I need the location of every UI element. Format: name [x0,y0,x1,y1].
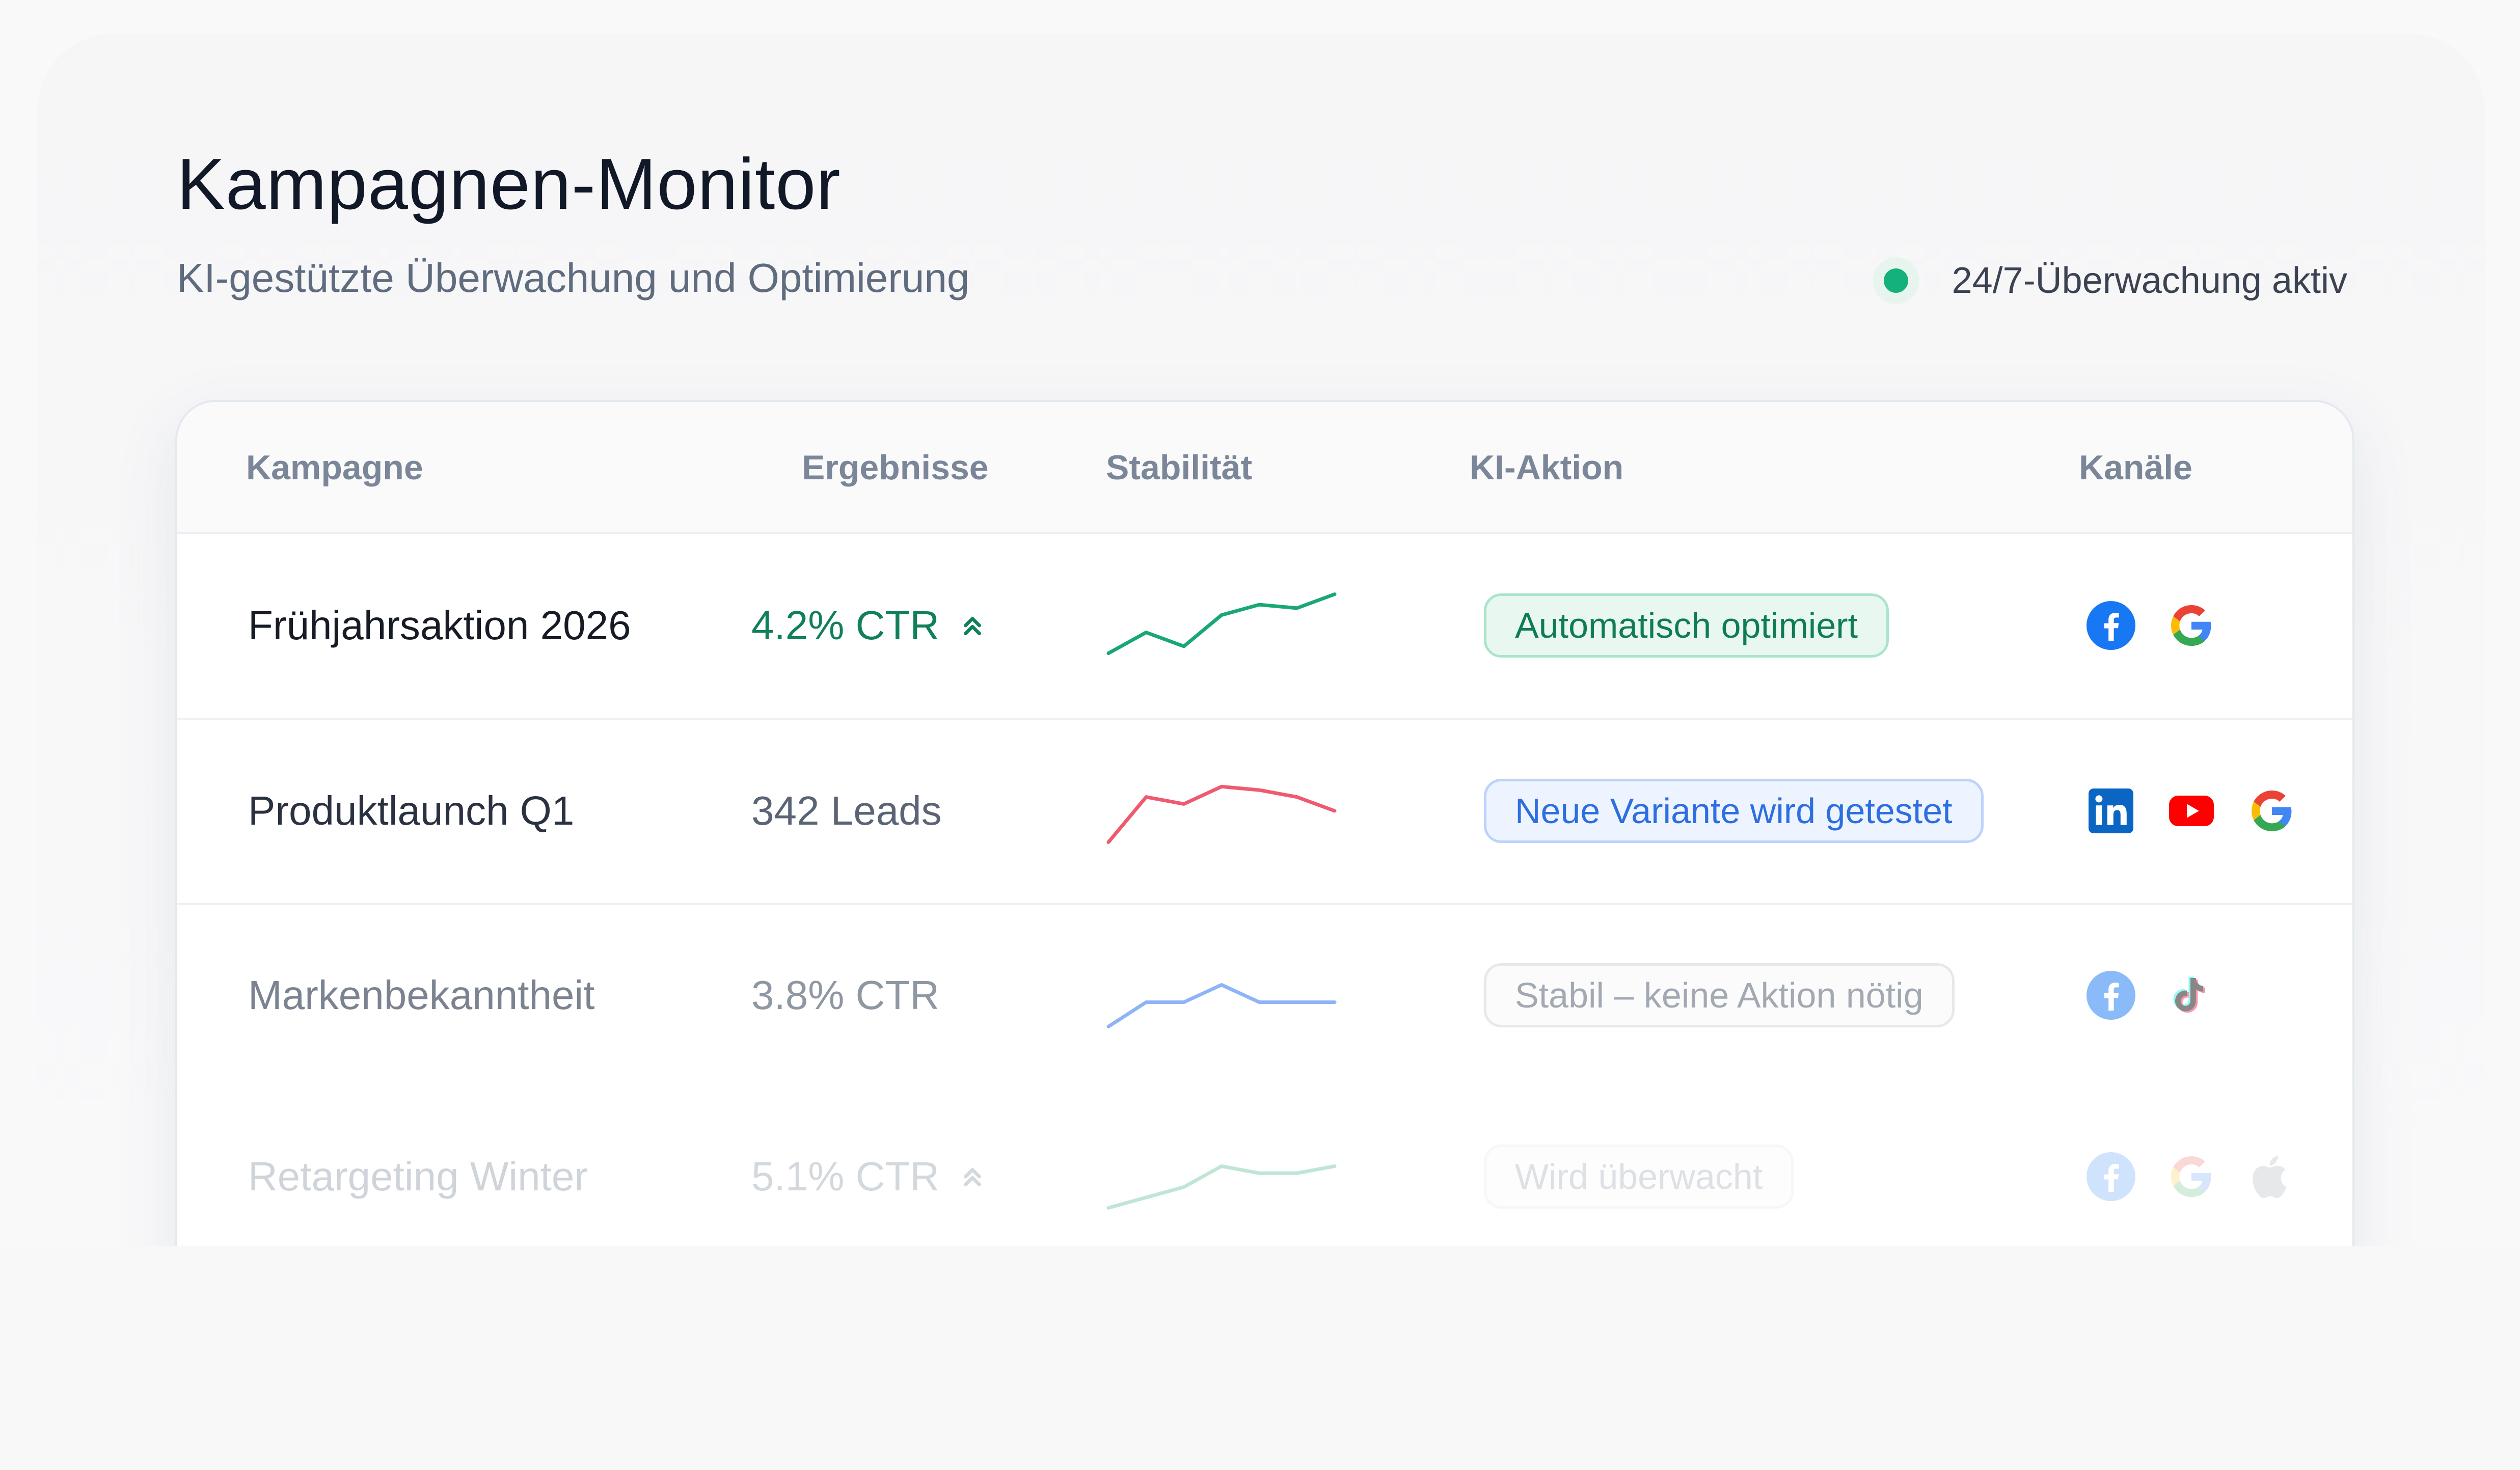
column-header-ergebnisse[interactable]: Ergebnisse [802,448,989,487]
campaign-result: 342 Leads [751,788,942,833]
google-icon [2167,1152,2216,1201]
page-title: Kampagnen-Monitor [177,144,841,225]
campaign-result-cell: 3.8% CTR [751,903,939,1087]
channels-cell [2087,903,2247,1087]
facebook-icon [2087,971,2135,1020]
facebook-icon [2087,601,2135,650]
channels-cell [2087,719,2328,903]
ki-action-cell: Wird überwacht [1484,1084,1794,1269]
campaign-result: 4.2% CTR [751,603,939,648]
channels-cell [2087,1084,2328,1269]
stability-sparkline [1104,903,1339,1087]
table-row[interactable]: Frühjahrsaktion 2026 4.2% CTR Automatisch … [177,533,2352,720]
page-subtitle: KI-gestützte Überwachung und Optimierung [177,255,970,301]
table-row[interactable]: Produktlaunch Q1 342 Leads Neue Variante w… [177,719,2352,905]
campaign-result: 3.8% CTR [751,972,939,1018]
status-text: 24/7-Überwachung aktiv [1952,260,2347,301]
table-row[interactable]: Markenbekanntheit 3.8% CTR Stabil – keine … [177,903,2352,1087]
monitoring-status: 24/7-Überwachung aktiv [1883,260,2347,302]
google-icon [2167,601,2216,650]
trend-up-icon [959,611,986,640]
table-row[interactable]: Retargeting Winter 5.1% CTR Wird überwacht [177,1084,2352,1269]
ki-action-cell: Neue Variante wird getestet [1484,719,1984,903]
table-header: Kampagne Ergebnisse Stabilität KI-Aktion… [177,402,2352,534]
campaign-name: Retargeting Winter [248,1154,588,1199]
channels-cell [2087,533,2247,718]
campaign-result-cell: 4.2% CTR [751,533,986,718]
stability-sparkline [1104,719,1339,903]
ki-action-badge: Wird überwacht [1484,1145,1794,1209]
status-dot-icon [1883,268,1908,293]
campaign-result-cell: 342 Leads [751,719,942,903]
campaign-name: Frühjahrsaktion 2026 [248,603,631,648]
column-header-kampagne[interactable]: Kampagne [246,448,423,487]
ki-action-cell: Automatisch optimiert [1484,533,1889,718]
campaign-result-cell: 5.1% CTR [751,1084,986,1269]
facebook-icon [2087,1152,2135,1201]
stability-sparkline [1104,533,1339,718]
youtube-icon [2167,786,2216,835]
linkedin-icon [2087,786,2135,835]
campaign-table: Kampagne Ergebnisse Stabilität KI-Aktion… [175,400,2354,1319]
stability-sparkline [1104,1084,1339,1269]
ki-action-cell: Stabil – keine Aktion nötig [1484,903,1955,1087]
column-header-kanaele[interactable]: Kanäle [2079,448,2192,487]
column-header-stabilitaet[interactable]: Stabilität [1106,448,1253,487]
apple-icon [2247,1152,2296,1201]
google-icon [2247,786,2296,835]
ki-action-badge: Stabil – keine Aktion nötig [1484,963,1955,1027]
campaign-name: Markenbekanntheit [248,972,595,1018]
trend-up-icon [959,1162,986,1191]
campaign-name: Produktlaunch Q1 [248,788,575,833]
tiktok-icon [2167,971,2216,1020]
campaign-result: 5.1% CTR [751,1154,939,1199]
ki-action-badge: Neue Variante wird getestet [1484,779,1984,843]
ki-action-badge: Automatisch optimiert [1484,593,1889,658]
bottom-fade [0,1246,2520,1470]
column-header-ki-aktion[interactable]: KI-Aktion [1470,448,1624,487]
